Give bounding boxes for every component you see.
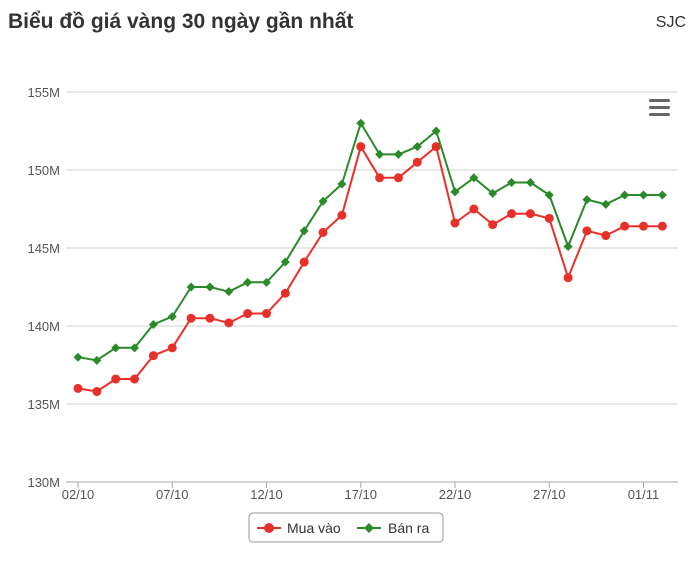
legend: Mua vào Bán ra — [248, 512, 444, 543]
data-point-buy — [620, 221, 630, 231]
x-tick-label: 01/11 — [628, 487, 660, 502]
x-tick-label: 02/10 — [62, 487, 95, 502]
data-point-sell — [544, 190, 554, 200]
data-point-sell — [582, 195, 592, 205]
series-lines — [73, 118, 667, 397]
y-axis: 130M 135M 140M 145M 150M 155M — [27, 85, 60, 490]
data-point-buy — [130, 374, 140, 384]
x-tick-label: 22/10 — [439, 487, 472, 502]
data-point-sell — [601, 199, 611, 209]
x-tick-label: 12/10 — [250, 487, 283, 502]
data-point-buy — [412, 157, 422, 167]
data-point-sell — [167, 312, 177, 322]
data-point-sell — [657, 190, 667, 200]
series-line-buy — [77, 145, 663, 393]
data-point-buy — [544, 213, 554, 223]
data-point-buy — [318, 227, 328, 237]
data-point-sell — [92, 355, 102, 365]
data-point-sell — [488, 188, 498, 198]
series-line-sell — [77, 122, 663, 362]
brand-label: SJC — [655, 14, 686, 31]
data-point-buy — [563, 273, 573, 283]
data-point-buy — [601, 231, 611, 241]
x-tick-label: 17/10 — [344, 487, 377, 502]
data-point-sell — [375, 149, 385, 159]
data-point-sell — [318, 196, 328, 206]
data-point-sell — [450, 187, 460, 197]
data-point-sell — [431, 126, 441, 136]
data-point-buy — [450, 218, 460, 228]
data-point-buy — [337, 210, 347, 220]
data-point-buy — [639, 221, 648, 231]
data-point-sell — [262, 277, 271, 287]
y-tick-label: 130M — [27, 475, 60, 490]
data-point-buy — [469, 204, 479, 214]
data-point-sell — [639, 190, 648, 200]
x-tick-label: 27/10 — [533, 487, 566, 502]
data-point-sell — [620, 190, 630, 200]
data-point-sell — [243, 277, 253, 287]
data-point-buy — [224, 318, 234, 328]
data-point-buy — [488, 220, 498, 230]
hamburger-menu-icon[interactable] — [644, 95, 674, 123]
data-point-buy — [582, 226, 592, 236]
data-point-buy — [111, 374, 121, 384]
data-point-sell — [356, 118, 366, 128]
data-point-sell — [412, 142, 422, 152]
y-tick-label: 135M — [27, 397, 60, 412]
grid-lines — [66, 91, 678, 405]
data-point-buy — [507, 209, 517, 219]
data-point-buy — [375, 173, 385, 183]
data-point-buy — [356, 142, 366, 152]
data-point-sell — [469, 173, 479, 183]
page-title: Biểu đồ giá vàng 30 ngày gần nhất — [8, 10, 354, 33]
data-point-sell — [563, 241, 573, 251]
y-tick-label: 150M — [27, 163, 60, 178]
legend-label-sell: Bán ra — [388, 520, 429, 536]
data-point-sell — [73, 352, 83, 362]
data-point-sell — [186, 282, 196, 292]
data-point-sell — [525, 177, 535, 187]
legend-item-buy[interactable]: Mua vào — [257, 520, 341, 536]
data-point-buy — [167, 343, 177, 353]
data-point-sell — [130, 343, 140, 353]
data-point-buy — [393, 173, 403, 183]
y-tick-label: 155M — [27, 85, 60, 100]
data-point-sell — [205, 282, 215, 292]
data-point-sell — [337, 179, 347, 189]
data-point-buy — [186, 313, 196, 323]
data-point-buy — [262, 309, 271, 319]
y-tick-label: 140M — [27, 319, 60, 334]
data-point-sell — [111, 343, 121, 353]
legend-label-buy: Mua vào — [287, 520, 341, 536]
x-tick-label: 07/10 — [156, 487, 189, 502]
data-point-sell — [224, 287, 234, 297]
x-axis: 02/10 07/10 12/10 17/10 22/10 27/10 01/11 — [62, 481, 678, 502]
data-point-buy — [205, 313, 215, 323]
data-point-buy — [431, 142, 441, 152]
data-point-buy — [299, 257, 309, 267]
data-point-buy — [92, 387, 102, 397]
legend-item-sell[interactable]: Bán ra — [357, 520, 429, 536]
data-point-sell — [280, 257, 290, 267]
y-tick-label: 145M — [27, 241, 60, 256]
data-point-sell — [507, 177, 517, 187]
data-point-buy — [243, 309, 253, 319]
data-point-sell — [393, 149, 403, 159]
data-point-buy — [73, 383, 83, 393]
data-point-buy — [657, 221, 667, 231]
data-point-buy — [148, 351, 158, 361]
data-point-buy — [525, 209, 535, 219]
data-point-sell — [299, 226, 309, 236]
data-point-sell — [148, 319, 158, 329]
data-point-buy — [280, 288, 290, 298]
legend-box — [248, 512, 444, 543]
